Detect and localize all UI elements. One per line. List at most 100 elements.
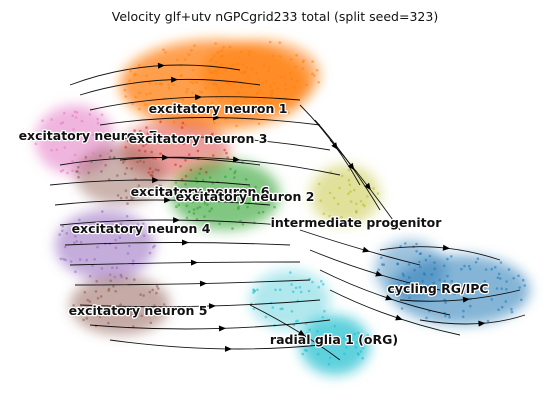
cell-dot <box>244 70 247 74</box>
cell-dot <box>244 178 248 181</box>
cell-dot <box>225 81 229 85</box>
cell-dot <box>453 292 457 296</box>
cell-dot <box>128 244 131 248</box>
cell-dot <box>75 310 78 314</box>
cell-dot <box>145 74 148 77</box>
streamline <box>89 319 331 330</box>
streamline-arrowhead <box>218 325 226 332</box>
cell-dot <box>306 332 309 335</box>
cell-dot <box>348 183 352 186</box>
cell-dot <box>212 82 215 86</box>
cell-cloud <box>300 315 370 375</box>
cell-dot <box>180 104 183 108</box>
cell-dot <box>305 349 308 353</box>
cell-dot <box>246 205 249 209</box>
cell-dot <box>78 258 82 261</box>
cell-dot <box>279 307 283 311</box>
cell-dot <box>507 268 511 271</box>
streamline <box>419 314 526 325</box>
streamline <box>74 279 311 286</box>
cell-dot <box>174 191 178 195</box>
cell-dot <box>357 335 361 339</box>
cell-dot <box>376 192 380 195</box>
cell-dot <box>240 71 243 74</box>
streamline <box>299 229 421 266</box>
cell-dot <box>207 68 211 71</box>
cell-dot <box>418 252 422 256</box>
cell-dot <box>229 167 232 171</box>
cell-dot <box>174 181 178 184</box>
streamline-arrowhead <box>375 270 383 277</box>
cell-dot <box>99 295 103 298</box>
cell-dot <box>241 63 244 66</box>
cell-dot <box>270 95 273 99</box>
cell-dot <box>139 129 142 133</box>
cell-dot <box>132 325 135 328</box>
cell-dot <box>151 288 154 292</box>
cell-dot <box>180 178 184 181</box>
cell-dot <box>282 76 286 79</box>
cell-dot <box>394 291 398 295</box>
streamline <box>249 304 341 361</box>
cell-dot <box>92 133 95 137</box>
cell-dot <box>92 151 95 155</box>
cell-dot <box>185 90 188 94</box>
cell-cloud <box>375 240 445 300</box>
streamline-arrowhead <box>181 239 189 246</box>
cell-dot <box>123 312 127 315</box>
cell-dot <box>196 207 199 210</box>
cell-dot <box>108 273 112 277</box>
cell-dot <box>124 95 127 98</box>
cell-dot <box>301 60 305 64</box>
cell-dot <box>145 126 148 129</box>
cell-dot <box>138 91 141 95</box>
cell-dot <box>181 98 185 102</box>
cell-dot <box>195 80 198 84</box>
cluster-label-intermediate-progenitor: intermediate progenitor <box>271 215 443 230</box>
cell-dot <box>415 249 418 253</box>
cell-dot <box>362 346 365 350</box>
cell-dot <box>192 208 196 211</box>
cell-dot <box>278 288 282 292</box>
cell-dot <box>291 290 295 294</box>
cell-dot <box>210 194 214 198</box>
cell-dot <box>290 283 293 286</box>
cell-dot <box>212 154 215 157</box>
cell-dot <box>222 46 225 49</box>
cell-dot <box>227 82 231 86</box>
cell-dot <box>476 257 480 261</box>
cell-dot <box>396 262 400 266</box>
cell-dot <box>221 54 224 58</box>
cell-dot <box>433 267 437 271</box>
cell-dot <box>484 284 488 287</box>
cell-dot <box>145 139 149 142</box>
cell-dot <box>264 315 268 319</box>
cell-dot <box>271 54 275 58</box>
cell-dot <box>413 268 416 272</box>
cell-dot <box>184 123 187 127</box>
cell-dot <box>98 315 102 319</box>
cell-dot <box>63 111 66 115</box>
cell-dot <box>100 267 104 270</box>
cell-dot <box>124 145 128 149</box>
streamline <box>59 219 281 226</box>
cell-dot <box>261 81 264 85</box>
cell-dot <box>38 138 42 142</box>
cell-dot <box>443 298 446 302</box>
cell-dot <box>490 267 494 271</box>
cell-dot <box>119 196 123 200</box>
cell-dot <box>244 97 247 101</box>
streamline <box>309 249 441 291</box>
cell-dot <box>123 88 127 92</box>
cell-dot <box>217 86 220 90</box>
cell-dot <box>296 79 299 83</box>
cell-dot <box>319 199 323 202</box>
cell-dot <box>95 280 98 283</box>
cell-dot <box>241 193 245 196</box>
cell-dot <box>512 277 515 280</box>
cell-dot <box>133 73 136 77</box>
streamline <box>119 156 341 176</box>
cell-dot <box>401 272 405 276</box>
cell-dot <box>332 196 336 200</box>
